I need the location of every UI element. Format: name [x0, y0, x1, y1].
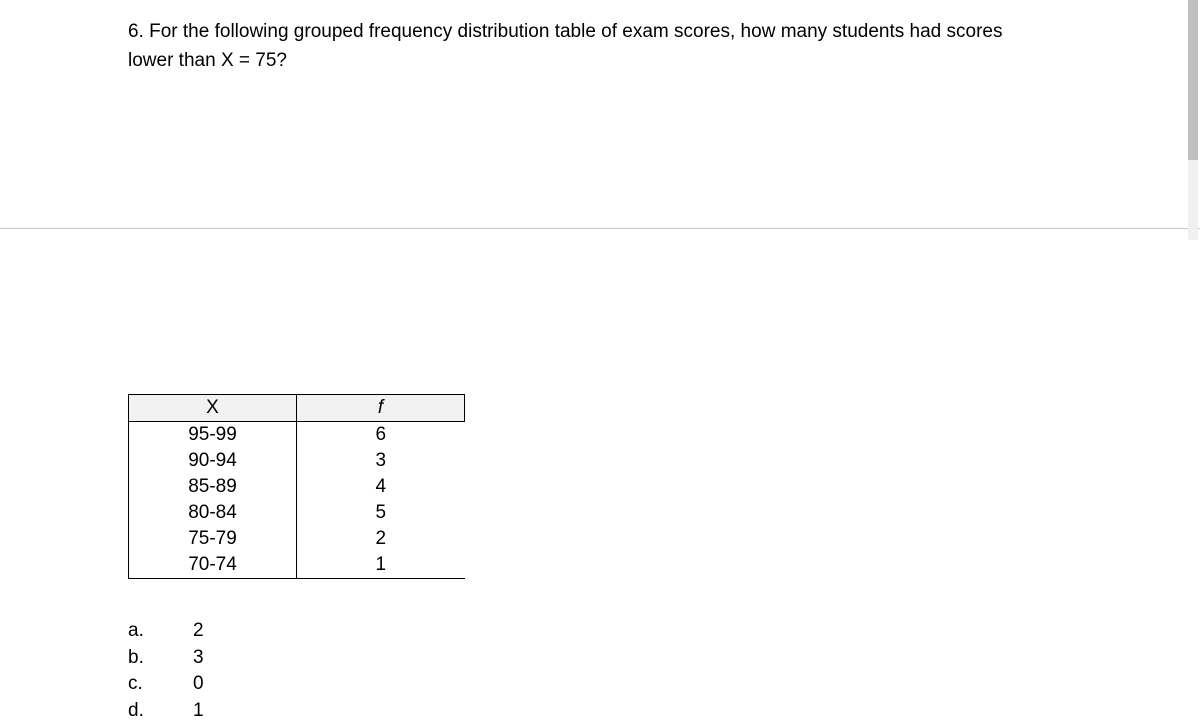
option-letter: c.: [128, 671, 193, 698]
option-value: 0: [193, 671, 233, 698]
table-cell-x: 70-74: [129, 552, 297, 579]
scrollbar-track[interactable]: [1188, 0, 1198, 240]
option-value: 1: [193, 698, 233, 724]
table-cell-f: 4: [297, 474, 465, 500]
table-header-x: X: [129, 395, 297, 422]
table-header-f: f: [297, 395, 465, 422]
table-cell-f: 5: [297, 500, 465, 526]
table-row: 80-84 5: [129, 500, 465, 526]
table-cell-f: 6: [297, 422, 465, 449]
section-divider: [0, 228, 1200, 229]
scrollbar-thumb[interactable]: [1188, 0, 1198, 160]
table-cell-f: 3: [297, 448, 465, 474]
question-text: 6. For the following grouped frequency d…: [128, 18, 1048, 75]
answer-options: a. 2 b. 3 c. 0 d. 1: [128, 618, 233, 724]
option-a[interactable]: a. 2: [128, 618, 233, 645]
option-c[interactable]: c. 0: [128, 671, 233, 698]
table-row: 90-94 3: [129, 448, 465, 474]
table-row: 85-89 4: [129, 474, 465, 500]
option-b[interactable]: b. 3: [128, 645, 233, 672]
table-row: 75-79 2: [129, 526, 465, 552]
frequency-table: X f 95-99 6 90-94 3 85-89 4 80-84 5 75-7…: [128, 394, 465, 579]
table-cell-x: 90-94: [129, 448, 297, 474]
option-value: 2: [193, 618, 233, 645]
table-row: 95-99 6: [129, 422, 465, 449]
option-d[interactable]: d. 1: [128, 698, 233, 724]
option-letter: d.: [128, 698, 193, 724]
table-row: 70-74 1: [129, 552, 465, 579]
table-cell-f: 2: [297, 526, 465, 552]
table-cell-x: 95-99: [129, 422, 297, 449]
table-cell-x: 80-84: [129, 500, 297, 526]
table-header-row: X f: [129, 395, 465, 422]
table-cell-x: 85-89: [129, 474, 297, 500]
option-letter: b.: [128, 645, 193, 672]
table-cell-x: 75-79: [129, 526, 297, 552]
table-cell-f: 1: [297, 552, 465, 579]
option-letter: a.: [128, 618, 193, 645]
option-value: 3: [193, 645, 233, 672]
